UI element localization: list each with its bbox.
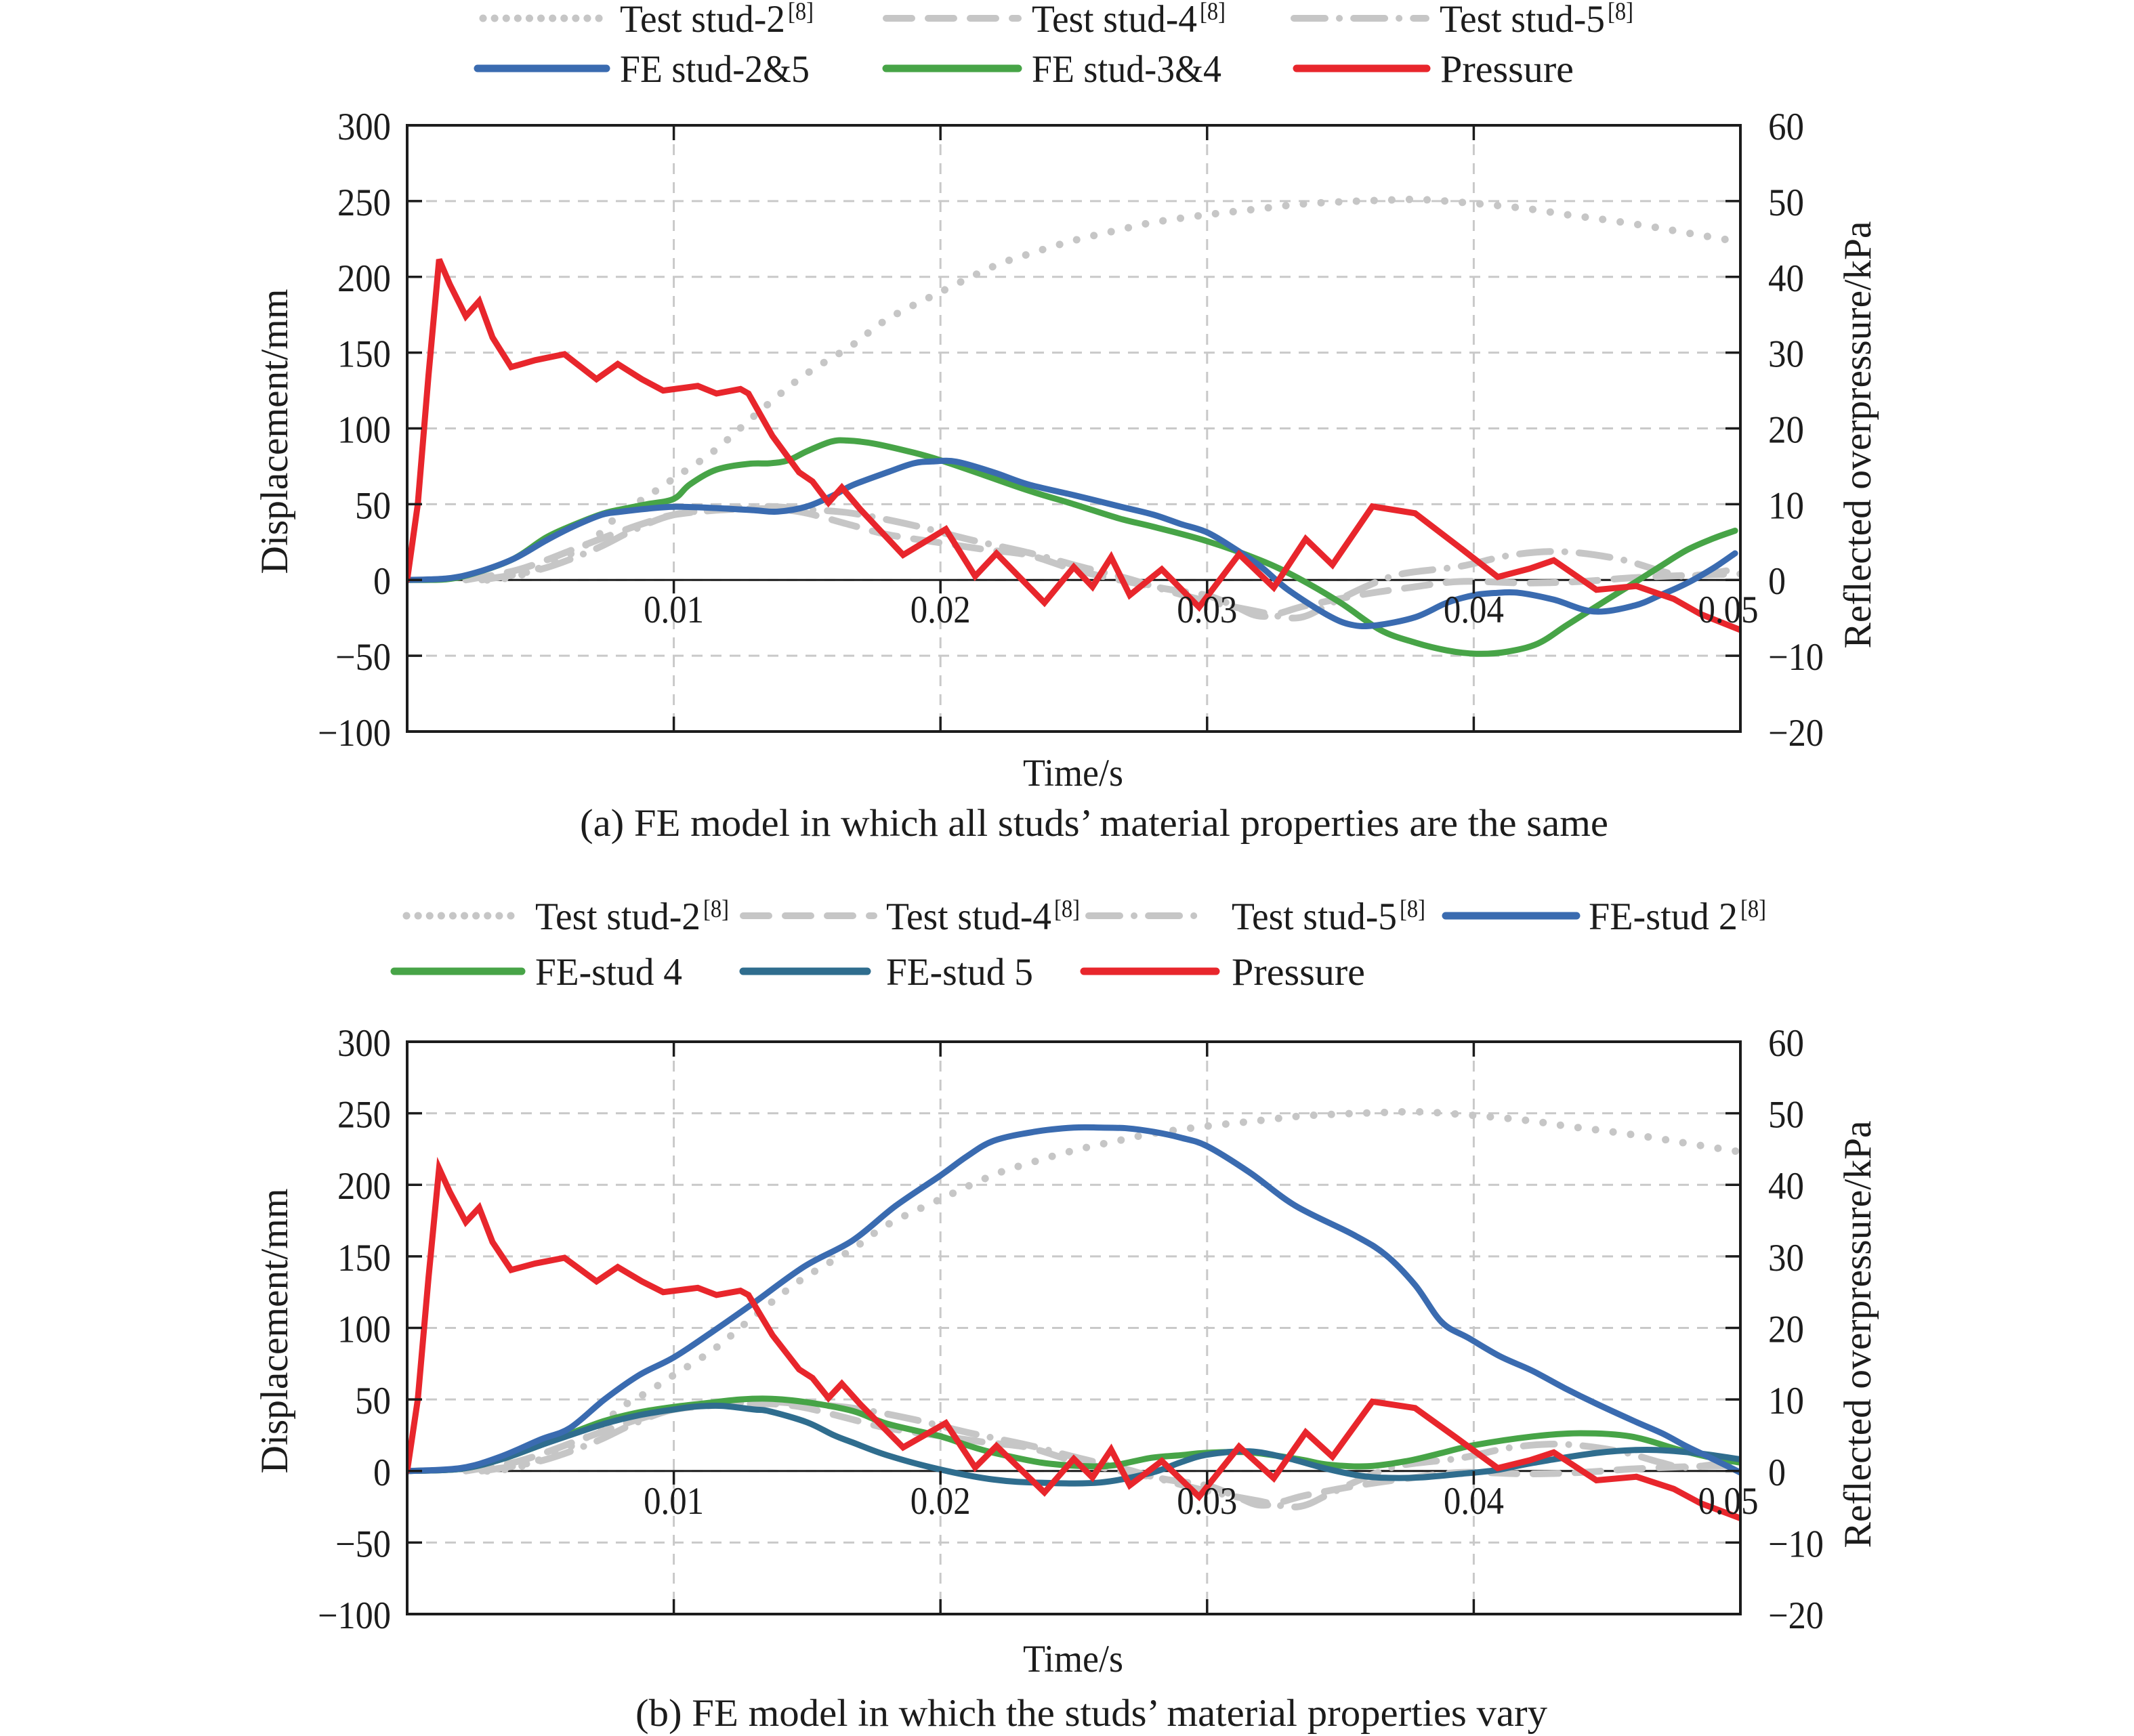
svg-text:0.02: 0.02 — [911, 1480, 971, 1523]
svg-text:[8]: [8] — [1200, 0, 1226, 26]
svg-text:Test stud-4: Test stud-4 — [886, 895, 1051, 938]
svg-text:(a) FE model in which all stud: (a) FE model in which all studs’ materia… — [580, 802, 1608, 845]
svg-text:Pressure: Pressure — [1440, 48, 1574, 91]
svg-text:−10: −10 — [1768, 636, 1824, 679]
svg-text:0.03: 0.03 — [1177, 589, 1237, 631]
svg-text:150: 150 — [337, 333, 391, 376]
svg-text:0: 0 — [373, 560, 391, 603]
svg-text:−20: −20 — [1768, 712, 1824, 755]
svg-text:50: 50 — [1768, 1094, 1804, 1137]
svg-text:100: 100 — [337, 1309, 391, 1351]
svg-text:−50: −50 — [335, 636, 391, 679]
svg-text:10: 10 — [1768, 1380, 1804, 1422]
svg-text:200: 200 — [337, 1165, 391, 1208]
svg-text:250: 250 — [337, 182, 391, 224]
svg-text:[8]: [8] — [703, 895, 729, 923]
svg-text:Displacement/mm: Displacement/mm — [253, 1189, 296, 1474]
svg-text:Pressure: Pressure — [1232, 951, 1365, 994]
svg-text:0.01: 0.01 — [644, 1480, 704, 1523]
svg-text:[8]: [8] — [1740, 895, 1766, 923]
svg-text:20: 20 — [1768, 409, 1804, 452]
svg-text:20: 20 — [1768, 1309, 1804, 1351]
svg-text:Test stud-2: Test stud-2 — [535, 895, 700, 938]
svg-text:−20: −20 — [1768, 1594, 1824, 1637]
svg-text:50: 50 — [355, 484, 391, 527]
svg-text:30: 30 — [1768, 1237, 1804, 1279]
svg-text:10: 10 — [1768, 484, 1804, 527]
svg-text:[8]: [8] — [788, 0, 814, 26]
svg-text:FE-stud 4: FE-stud 4 — [535, 951, 682, 994]
svg-text:FE-stud 2: FE-stud 2 — [1589, 895, 1738, 938]
svg-text:[8]: [8] — [1608, 0, 1633, 26]
svg-text:40: 40 — [1768, 257, 1804, 300]
svg-text:FE stud-2&5: FE stud-2&5 — [620, 48, 810, 91]
svg-text:150: 150 — [337, 1237, 391, 1279]
svg-text:Time/s: Time/s — [1023, 752, 1123, 795]
svg-text:Reflected overpressure/kPa: Reflected overpressure/kPa — [1837, 221, 1879, 649]
svg-text:Test stud-4: Test stud-4 — [1032, 0, 1197, 41]
svg-text:0: 0 — [1768, 1452, 1786, 1494]
svg-text:−100: −100 — [318, 712, 391, 755]
svg-text:−100: −100 — [318, 1594, 391, 1637]
svg-text:0: 0 — [1768, 560, 1786, 603]
svg-text:250: 250 — [337, 1094, 391, 1137]
svg-text:0.05: 0.05 — [1698, 1480, 1759, 1523]
svg-text:[8]: [8] — [1400, 895, 1425, 923]
svg-text:Time/s: Time/s — [1023, 1638, 1123, 1680]
svg-text:100: 100 — [337, 409, 391, 452]
svg-text:0.02: 0.02 — [911, 589, 971, 631]
svg-text:30: 30 — [1768, 333, 1804, 376]
svg-text:200: 200 — [337, 257, 391, 300]
svg-text:50: 50 — [1768, 182, 1804, 224]
svg-text:300: 300 — [337, 106, 391, 148]
svg-text:0.04: 0.04 — [1444, 1480, 1504, 1523]
svg-text:0.01: 0.01 — [644, 589, 704, 631]
svg-text:0: 0 — [373, 1452, 391, 1494]
svg-text:300: 300 — [337, 1022, 391, 1065]
svg-text:40: 40 — [1768, 1165, 1804, 1208]
svg-text:0.04: 0.04 — [1444, 589, 1504, 631]
svg-text:−50: −50 — [335, 1523, 391, 1565]
svg-text:0.03: 0.03 — [1177, 1480, 1237, 1523]
svg-text:60: 60 — [1768, 1022, 1804, 1065]
svg-text:60: 60 — [1768, 106, 1804, 148]
svg-text:FE stud-3&4: FE stud-3&4 — [1032, 48, 1221, 91]
svg-text:[8]: [8] — [1054, 895, 1080, 923]
svg-text:(b) FE model in which the stud: (b) FE model in which the studs’ materia… — [635, 1692, 1548, 1735]
svg-text:Test stud-2: Test stud-2 — [620, 0, 785, 41]
svg-text:−10: −10 — [1768, 1523, 1824, 1565]
svg-text:Displacement/mm: Displacement/mm — [253, 289, 296, 574]
svg-text:0.05: 0.05 — [1698, 589, 1759, 631]
svg-text:Test stud-5: Test stud-5 — [1232, 895, 1397, 938]
svg-text:50: 50 — [355, 1380, 391, 1422]
svg-text:Test stud-5: Test stud-5 — [1440, 0, 1605, 41]
svg-text:Reflected overpressure/kPa: Reflected overpressure/kPa — [1837, 1121, 1879, 1548]
svg-text:FE-stud 5: FE-stud 5 — [886, 951, 1033, 994]
